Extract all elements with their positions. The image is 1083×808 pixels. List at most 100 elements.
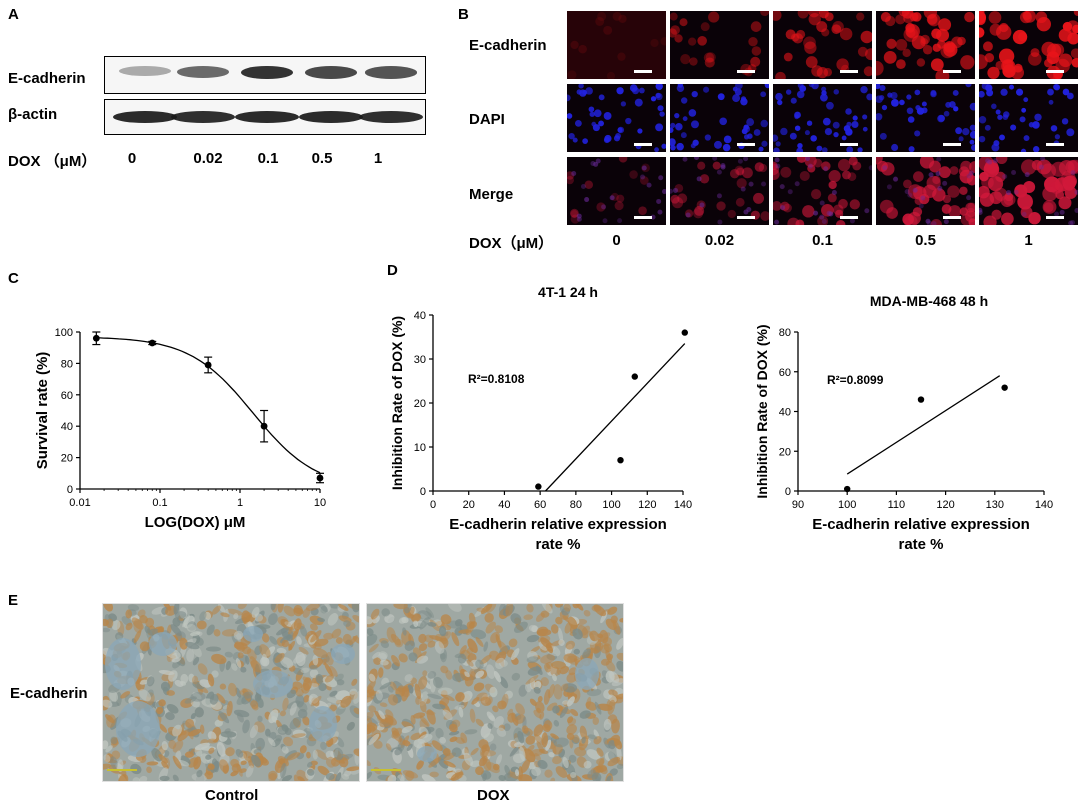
y-tick-label: 40	[414, 310, 426, 322]
scale-bar	[1046, 143, 1064, 146]
actin-band	[299, 111, 363, 123]
x-tick-label: 1	[237, 497, 243, 509]
scale-bar	[840, 216, 858, 219]
x-tick-label: 0	[430, 499, 436, 511]
actin-band	[235, 111, 299, 123]
data-point	[681, 329, 688, 336]
scale-bar	[840, 143, 858, 146]
x-tick-label: 0.1	[152, 497, 167, 509]
dose-value: 0	[127, 150, 137, 167]
dose-value: 0.5	[311, 150, 333, 167]
chart-mdamb468-regression: 0 20 40 60 80 90 100 110 120 130 140 MDA-MB-468 48 …	[754, 293, 1053, 553]
x-tick-label: 40	[498, 499, 510, 511]
dose-value: 1	[373, 150, 383, 167]
x-tick-label: 100	[838, 499, 856, 511]
x-tick-label: 90	[792, 499, 804, 511]
y-tick-label: 30	[414, 354, 426, 366]
dose-label-b: DOX（μM）	[469, 235, 554, 252]
y-tick-label: 20	[414, 398, 426, 410]
data-point	[917, 396, 925, 403]
dose-value: 0	[612, 232, 621, 249]
x-tick-label: 140	[1035, 499, 1053, 511]
x-tick-label: 10	[314, 497, 326, 509]
dose-value: 0.1	[812, 232, 833, 249]
scale-bar	[634, 216, 652, 219]
if-image-dapi	[773, 84, 872, 152]
panel-b-letter: B	[458, 6, 469, 23]
ecadherin-band	[119, 66, 171, 77]
chart-title: 4T-1 24 h	[538, 285, 598, 300]
x-tick-label: 120	[638, 499, 656, 511]
scale-bar	[840, 70, 858, 73]
ihc-caption-control: Control	[205, 787, 259, 804]
if-image-ecadherin	[773, 11, 872, 79]
data-point	[260, 422, 268, 430]
actin-band	[359, 111, 423, 123]
if-image-merge	[567, 157, 666, 225]
x-tick-label: 110	[888, 499, 906, 511]
if-image-dapi	[567, 84, 666, 152]
if-image-merge	[670, 157, 769, 225]
if-row-label-ecadherin: E-cadherin	[469, 37, 547, 54]
y-tick-label: 20	[61, 453, 73, 465]
if-image-merge	[876, 157, 975, 225]
if-image-merge	[979, 157, 1078, 225]
x-tick-label: 0.01	[69, 497, 90, 509]
x-axis-label: E-cadherin relative expression rate %	[449, 516, 667, 553]
chart-survival-curve: 0 20 40 60 80 100 0.01 0.1 1 10 LOG(DOX) μM Surviva…	[34, 327, 326, 531]
panel-e-letter: E	[8, 592, 19, 609]
actin-band	[171, 111, 235, 123]
scale-bar	[943, 70, 961, 73]
western-blot-ecadherin	[104, 56, 426, 94]
if-image-ecadherin	[979, 11, 1078, 79]
y-tick-label: 10	[414, 442, 426, 454]
if-image-ecadherin	[670, 11, 769, 79]
ihc-image-dox	[366, 603, 624, 782]
y-tick-label: 60	[779, 367, 791, 379]
ihc-row-label: E-cadherin	[10, 685, 88, 702]
x-tick-label: 100	[602, 499, 620, 511]
scale-bar	[1046, 216, 1064, 219]
data-point	[148, 339, 156, 347]
y-tick-label: 80	[61, 358, 73, 370]
chart-4t1-regression: 0 10 20 30 40 0 20 40 60 80 100 120 140 4T-1 24 h R²=0…	[389, 285, 692, 553]
scale-bar	[1046, 70, 1064, 73]
if-row-label-dapi: DAPI	[469, 111, 505, 128]
panel-a-letter: A	[8, 6, 19, 23]
dose-label-a: DOX （μM）	[8, 153, 97, 170]
scale-bar	[737, 143, 755, 146]
x-tick-label: 140	[674, 499, 692, 511]
western-blot-actin	[104, 99, 426, 135]
if-row-label-merge: Merge	[469, 186, 514, 203]
regression-line	[846, 375, 1001, 475]
dose-value: 0.1	[257, 150, 279, 167]
if-image-dapi	[979, 84, 1078, 152]
r-squared-annotation: R²=0.8099	[827, 373, 884, 387]
x-axis-label: LOG(DOX) μM	[145, 514, 246, 531]
x-tick-label: 130	[986, 499, 1004, 511]
data-point	[844, 485, 851, 493]
data-point	[1001, 384, 1008, 391]
ecadherin-band	[305, 66, 357, 79]
ecadherin-band	[177, 66, 229, 78]
y-axis-label: Inhibition Rate of DOX (%)	[389, 316, 405, 490]
y-tick-label: 20	[779, 446, 791, 458]
scale-bar	[737, 70, 755, 73]
actin-band	[113, 111, 177, 123]
y-tick-label: 0	[785, 486, 791, 498]
y-tick-label: 40	[61, 421, 73, 433]
data-point	[617, 457, 624, 464]
scale-bar	[737, 216, 755, 219]
scale-bar	[634, 143, 652, 146]
dose-value: 0.02	[704, 232, 735, 249]
data-point	[316, 474, 324, 482]
dose-value: 0.02	[193, 150, 223, 167]
y-axis-label: Inhibition Rate of DOX (%)	[754, 324, 770, 498]
blot-row-label-ecadherin: E-cadherin	[8, 70, 86, 87]
ecadherin-band	[365, 66, 417, 79]
x-axis-label: E-cadherin relative expression rate %	[812, 516, 1030, 553]
ihc-image-control	[102, 603, 360, 782]
scale-bar	[943, 143, 961, 146]
ihc-caption-dox: DOX	[477, 787, 510, 804]
y-tick-label: 0	[67, 484, 73, 496]
